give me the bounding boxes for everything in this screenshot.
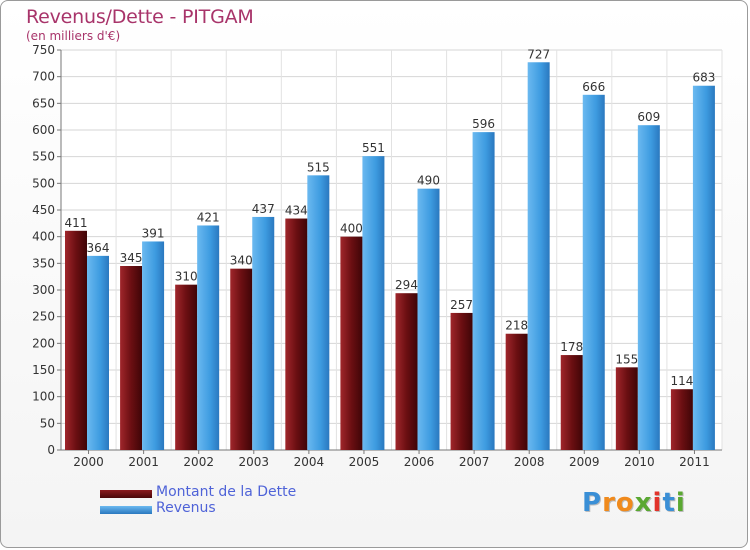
bar-revenus — [692, 85, 715, 450]
x-tick-label: 2006 — [404, 455, 435, 469]
y-tick-label: 100 — [32, 390, 55, 404]
logo-letter: x — [634, 488, 653, 518]
logo-letter: t — [662, 488, 676, 518]
logo-letter: i — [675, 488, 686, 518]
x-tick-label: 2004 — [294, 455, 325, 469]
data-label-debt: 155 — [615, 352, 638, 366]
legend-label-debt: Montant de la Dette — [156, 484, 297, 500]
data-label-debt: 257 — [450, 298, 473, 312]
y-tick-label: 150 — [32, 363, 55, 377]
y-tick-label: 500 — [32, 176, 55, 190]
data-label-revenus: 666 — [582, 80, 605, 94]
y-tick-label: 700 — [32, 70, 55, 84]
bar-debt — [120, 266, 143, 450]
bar-revenus — [307, 175, 330, 451]
data-label-debt: 294 — [395, 278, 418, 292]
bar-revenus — [582, 94, 605, 451]
bar-revenus — [142, 241, 165, 450]
legend-swatch-debt — [100, 490, 152, 498]
legend-swatch-revenus — [100, 506, 152, 514]
data-label-debt: 310 — [175, 270, 198, 284]
y-tick-label: 250 — [32, 310, 55, 324]
bar-revenus — [417, 188, 440, 450]
bar-debt — [615, 367, 638, 450]
bar-debt — [505, 333, 528, 450]
x-tick-label: 2000 — [73, 455, 104, 469]
data-label-debt: 114 — [670, 374, 693, 388]
data-label-revenus: 437 — [252, 202, 275, 216]
data-label-revenus: 727 — [527, 47, 550, 61]
data-label-revenus: 683 — [692, 71, 715, 85]
bar-debt — [670, 389, 693, 450]
data-label-debt: 345 — [120, 251, 143, 265]
bar-debt — [230, 268, 253, 450]
y-tick-label: 600 — [32, 123, 55, 137]
data-label-debt: 434 — [285, 204, 308, 218]
bar-revenus — [527, 62, 550, 451]
data-label-debt: 400 — [340, 222, 363, 236]
data-label-revenus: 391 — [142, 226, 165, 240]
y-tick-label: 200 — [32, 336, 55, 350]
bar-revenus — [362, 156, 385, 450]
data-label-debt: 178 — [560, 340, 583, 354]
x-tick-label: 2009 — [569, 455, 600, 469]
y-tick-label: 350 — [32, 256, 55, 270]
logo-letter: P — [582, 488, 603, 518]
data-label-revenus: 515 — [307, 160, 330, 174]
y-tick-label: 550 — [32, 150, 55, 164]
data-label-debt: 411 — [65, 216, 88, 230]
logo-letter: r — [602, 488, 616, 518]
data-label-revenus: 421 — [197, 210, 220, 224]
data-label-revenus: 490 — [417, 174, 440, 188]
legend-label-revenus: Revenus — [156, 500, 216, 516]
bars — [65, 62, 715, 451]
bar-debt — [65, 230, 87, 450]
y-tick-label: 650 — [32, 96, 55, 110]
x-tick-label: 2008 — [514, 455, 545, 469]
x-tick-label: 2001 — [128, 455, 159, 469]
x-tick-label: 2007 — [459, 455, 490, 469]
x-tick-label: 2003 — [239, 455, 270, 469]
bar-revenus — [637, 125, 660, 450]
y-tick-label: 300 — [32, 283, 55, 297]
x-tick-label: 2002 — [183, 455, 214, 469]
bar-revenus — [197, 225, 220, 450]
bar-debt — [560, 355, 583, 450]
data-labels: 411 364 345 391 310 421 340 437 434 515 400 551 294 4… — [65, 47, 716, 388]
bar-debt — [395, 293, 418, 450]
data-label-debt: 218 — [505, 319, 528, 333]
y-tick-label: 50 — [40, 416, 55, 430]
y-tick-label: 450 — [32, 203, 55, 217]
y-tick-label: 750 — [32, 43, 55, 57]
chart-title: Revenus/Dette - PITGAM — [26, 6, 254, 28]
grid-lines — [60, 49, 723, 451]
bar-revenus — [472, 132, 495, 450]
bar-revenus — [252, 216, 275, 450]
bar-debt — [450, 312, 473, 450]
y-tick-label: 0 — [47, 443, 55, 457]
chart-subtitle: (en milliers d'€) — [26, 29, 121, 43]
logo-letter: i — [652, 488, 663, 518]
x-tick-label: 2011 — [679, 455, 710, 469]
proxiti-logo: Proxiti — [582, 488, 686, 518]
axes: 0 50 100 150 200 250 300 350 400 450 500 550 600 650 7… — [32, 43, 722, 469]
x-tick-label: 2005 — [349, 455, 380, 469]
data-label-revenus: 609 — [637, 110, 660, 124]
data-label-debt: 340 — [230, 254, 253, 268]
y-tick-label: 400 — [32, 230, 55, 244]
data-label-revenus: 551 — [362, 141, 385, 155]
logo-letter: o — [615, 488, 635, 518]
bar-debt — [285, 218, 308, 450]
x-tick-label: 2010 — [624, 455, 655, 469]
data-label-revenus: 596 — [472, 117, 495, 131]
bar-debt — [175, 284, 198, 450]
data-label-revenus: 364 — [87, 241, 110, 255]
bar-revenus — [87, 255, 109, 450]
bar-debt — [340, 236, 363, 450]
